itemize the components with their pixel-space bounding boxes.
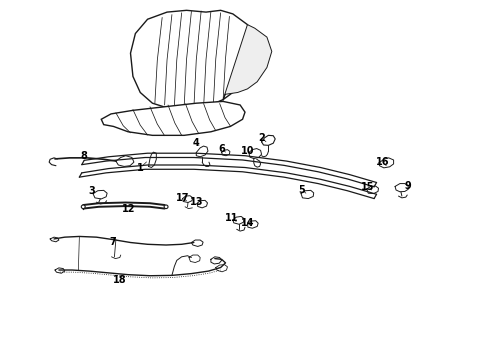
- Polygon shape: [223, 24, 272, 100]
- Text: 2: 2: [259, 133, 266, 143]
- Text: 7: 7: [109, 237, 116, 247]
- Polygon shape: [101, 102, 245, 135]
- Text: 5: 5: [298, 185, 305, 195]
- Text: 1: 1: [137, 163, 144, 173]
- Text: 17: 17: [176, 193, 190, 203]
- Text: 9: 9: [405, 181, 412, 192]
- Text: 8: 8: [81, 151, 88, 161]
- Text: 14: 14: [241, 217, 254, 228]
- Text: 12: 12: [122, 203, 136, 213]
- Text: 3: 3: [88, 186, 95, 196]
- Polygon shape: [130, 10, 255, 111]
- Text: 4: 4: [193, 138, 199, 148]
- Text: 6: 6: [218, 144, 225, 154]
- Text: 11: 11: [225, 213, 239, 223]
- Text: 16: 16: [376, 157, 389, 167]
- Ellipse shape: [164, 205, 168, 208]
- Ellipse shape: [81, 205, 85, 208]
- Text: 18: 18: [113, 275, 126, 285]
- Text: 15: 15: [361, 182, 374, 192]
- Text: 10: 10: [241, 146, 254, 156]
- Text: 13: 13: [190, 197, 203, 207]
